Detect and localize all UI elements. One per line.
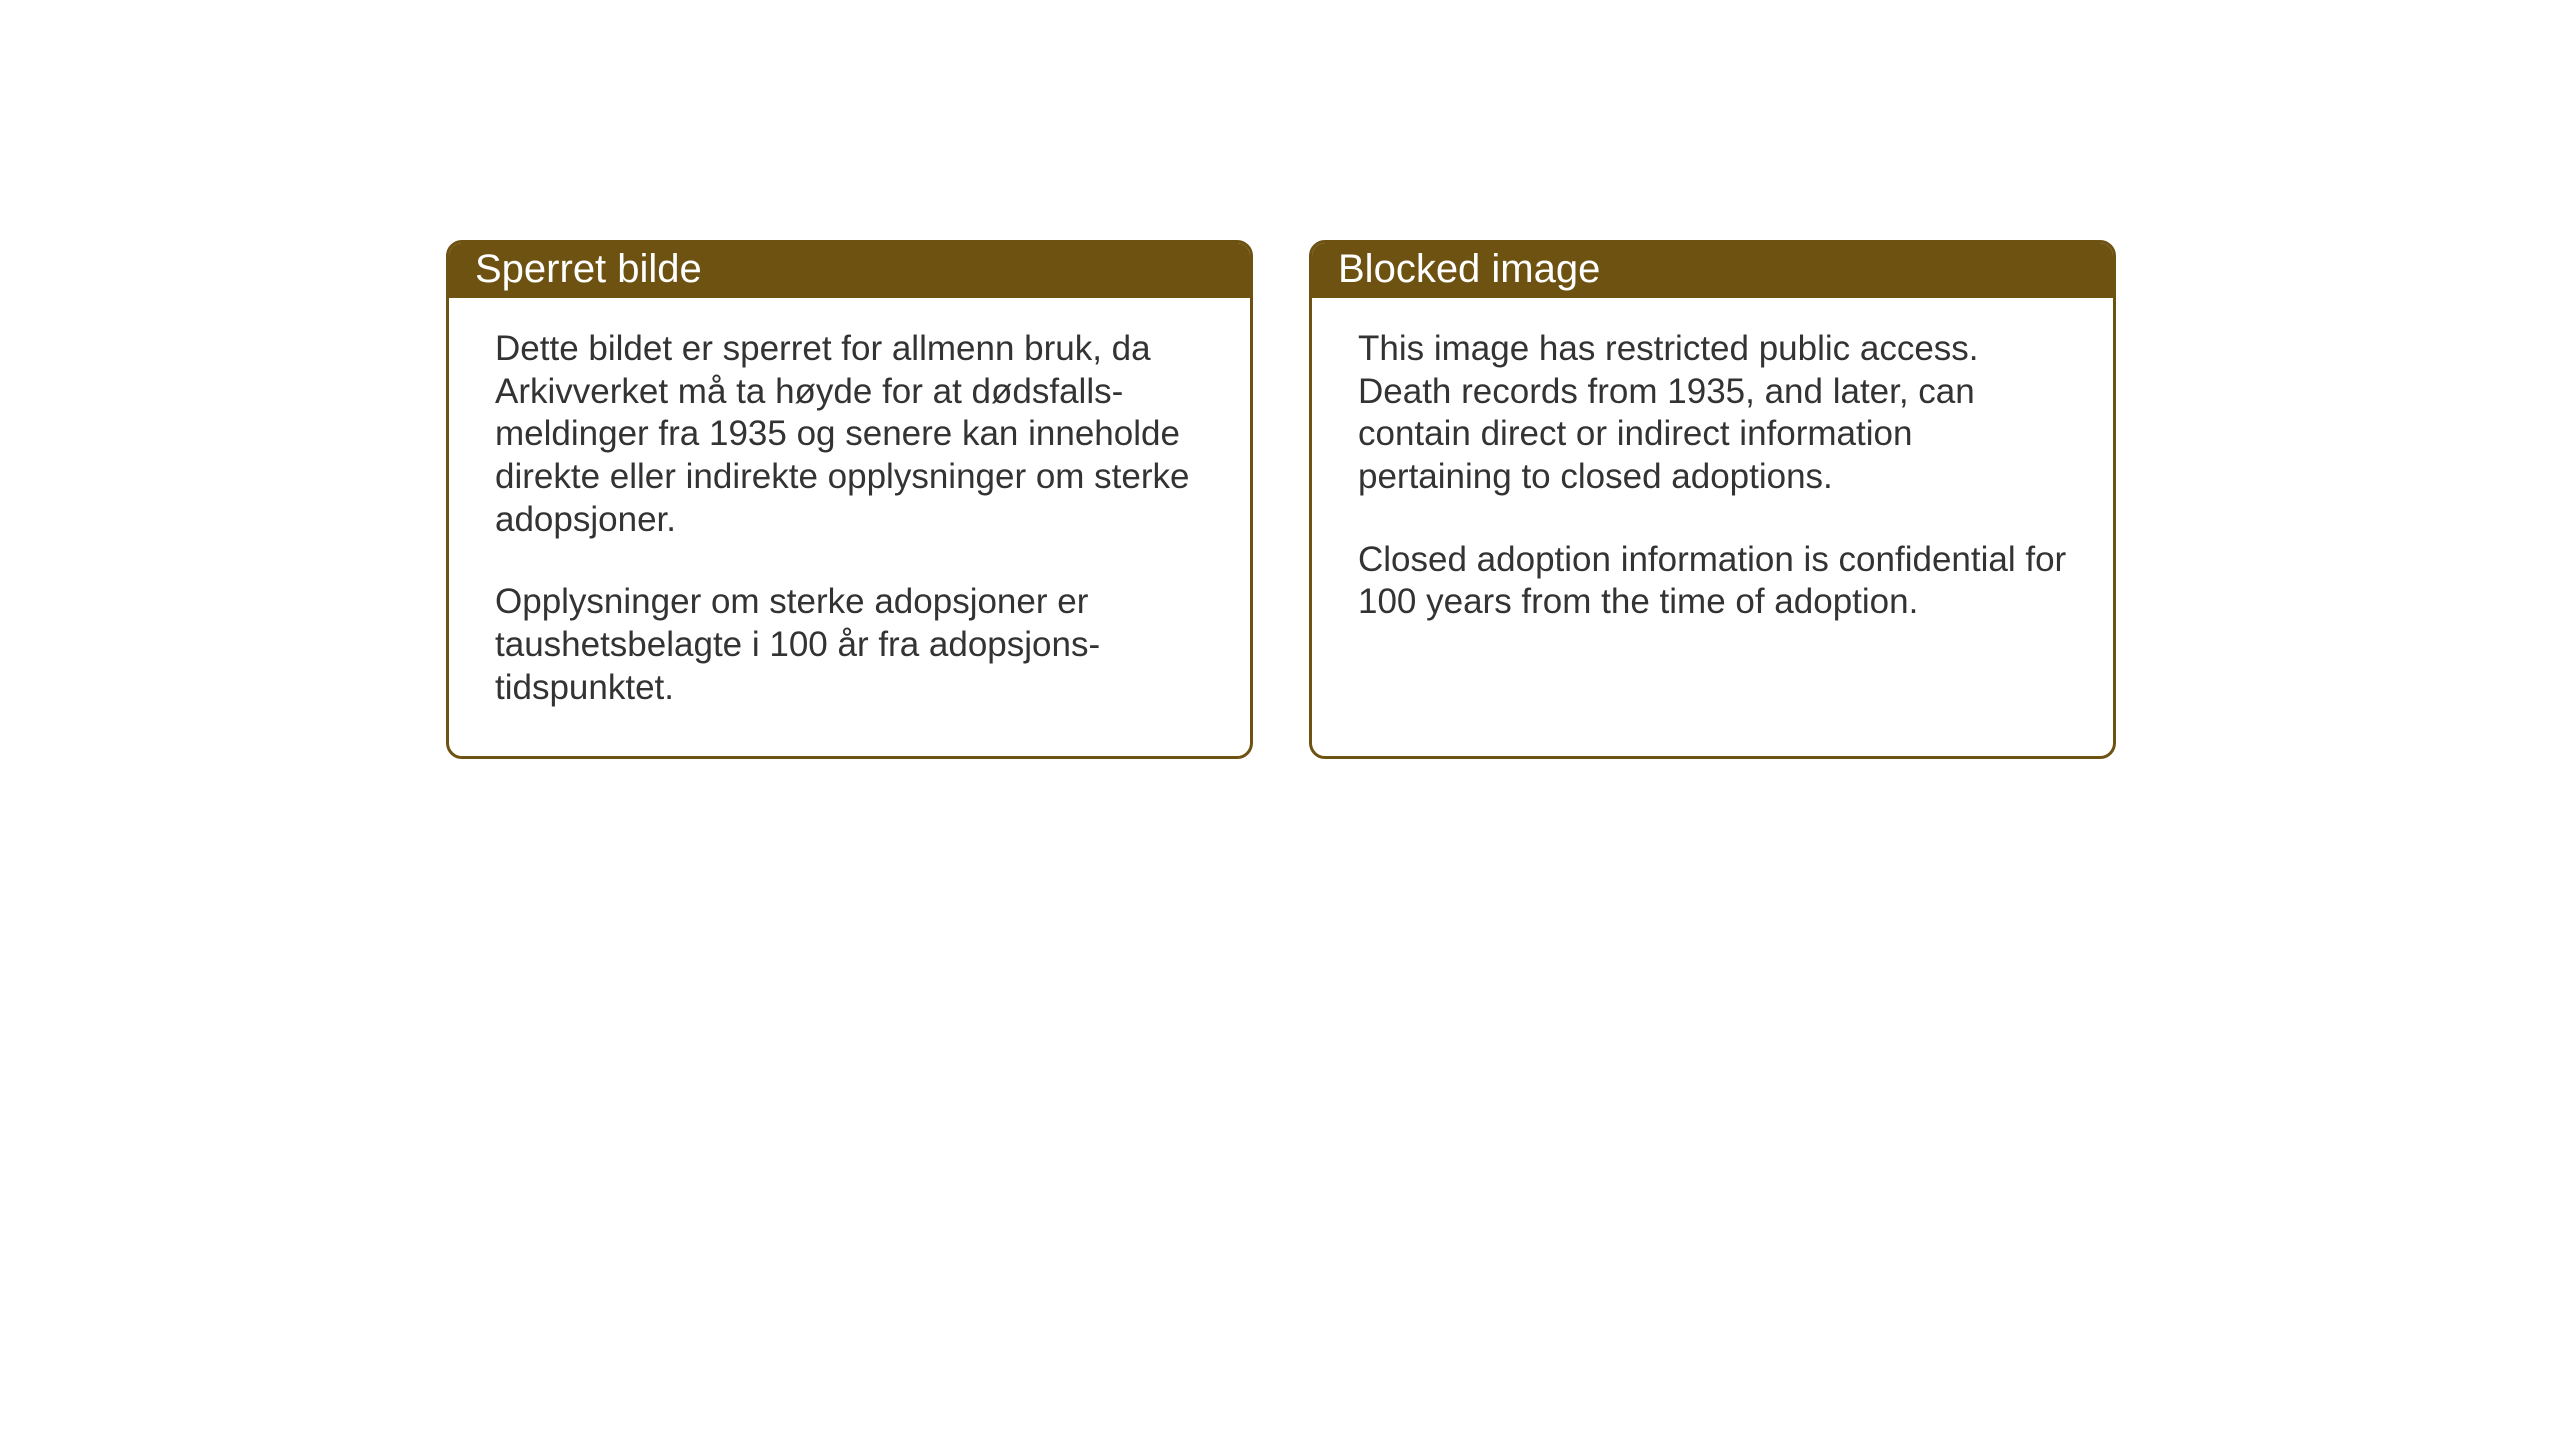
notice-body-english: This image has restricted public access.… — [1312, 298, 2113, 670]
notice-paragraph: Closed adoption information is confident… — [1358, 539, 2067, 624]
notice-body-norwegian: Dette bildet er sperret for allmenn bruk… — [449, 298, 1250, 756]
notice-paragraph: This image has restricted public access.… — [1358, 328, 2067, 499]
notice-panel-norwegian: Sperret bilde Dette bildet er sperret fo… — [446, 240, 1253, 759]
notice-header-english: Blocked image — [1312, 243, 2113, 298]
notice-panel-english: Blocked image This image has restricted … — [1309, 240, 2116, 759]
notice-container: Sperret bilde Dette bildet er sperret fo… — [446, 240, 2116, 759]
notice-paragraph: Opplysninger om sterke adopsjoner er tau… — [495, 581, 1204, 709]
notice-paragraph: Dette bildet er sperret for allmenn bruk… — [495, 328, 1204, 541]
notice-header-norwegian: Sperret bilde — [449, 243, 1250, 298]
